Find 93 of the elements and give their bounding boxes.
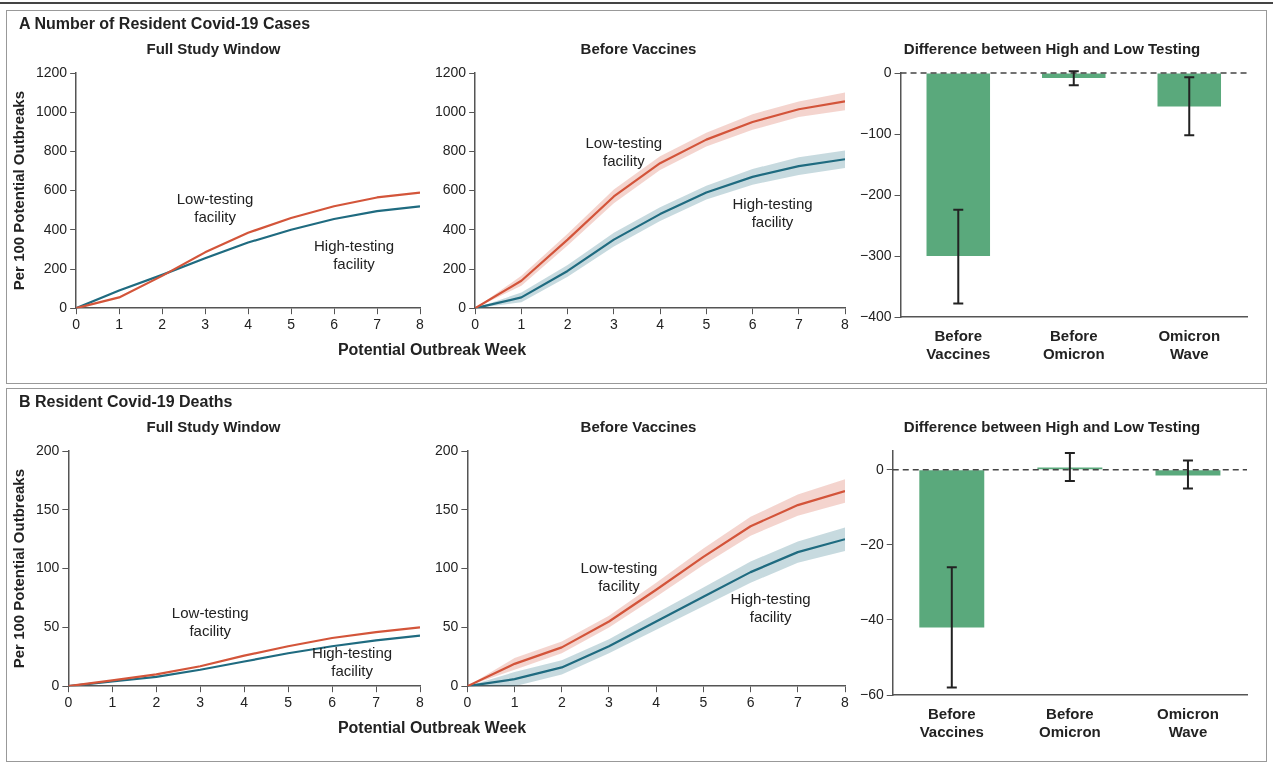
y-tick-label: 400 [43, 220, 68, 237]
y-tick-label: −300 [859, 246, 892, 263]
y-tick-label: 150 [36, 500, 60, 517]
y-tick-label: 50 [442, 618, 459, 635]
x-tick-label: Before Omicron [1039, 705, 1101, 741]
y-tick-label: 1200 [35, 63, 68, 80]
x-tick-label: 6 [330, 316, 339, 333]
x-tick-label: 6 [748, 316, 757, 333]
y-tick-label: 0 [883, 63, 892, 80]
x-tick-label: Omicron Wave [1158, 327, 1221, 363]
chart-title: Before Vaccines [580, 418, 697, 436]
y-tick-label: 0 [458, 299, 467, 316]
chart-title: Difference between High and Low Testing [903, 40, 1201, 58]
y-tick-label: −20 [860, 535, 884, 552]
x-tick-label: Omicron Wave [1157, 705, 1219, 741]
x-tick-label: 1 [517, 316, 526, 333]
x-tick-label: 5 [287, 316, 296, 333]
y-tick-label: 150 [435, 500, 459, 517]
chart-title: Before Vaccines [580, 40, 697, 58]
x-tick-label: 7 [793, 694, 802, 711]
chart-title: Full Study Window [146, 40, 281, 58]
series-label: Low-testing facility [171, 603, 249, 639]
y-tick-label: −40 [860, 610, 884, 627]
y-tick-label: 1200 [434, 63, 467, 80]
y-tick-label: 100 [435, 559, 459, 576]
x-tick-label: Before Omicron [1042, 327, 1105, 363]
y-tick-label: 600 [442, 181, 467, 198]
x-tick-label: 8 [416, 694, 425, 711]
y-axis-title: Per 100 Potential Outbreaks [10, 90, 28, 291]
text: B Resident Covid-19 Deaths [18, 392, 234, 412]
y-tick-label: 0 [450, 677, 459, 694]
series-label: Low-testing facility [585, 134, 663, 170]
x-tick-label: 4 [652, 694, 661, 711]
x-tick-label: 1 [510, 694, 519, 711]
x-tick-label: 7 [373, 316, 382, 333]
series-label: High-testing facility [730, 589, 811, 625]
x-tick-label: 8 [416, 316, 425, 333]
series-label: Low-testing facility [176, 189, 254, 225]
x-axis-title: Potential Outbreak Week [336, 719, 528, 737]
x-tick-label: 0 [471, 316, 480, 333]
y-tick-label: 50 [43, 618, 60, 635]
y-tick-label: −60 [860, 685, 884, 702]
y-tick-label: −100 [859, 124, 892, 141]
series-label: Low-testing facility [580, 559, 658, 595]
x-tick-label: 3 [609, 316, 618, 333]
x-tick-label: 7 [372, 694, 381, 711]
y-tick-label: 400 [442, 220, 467, 237]
x-tick-label: 5 [284, 694, 293, 711]
x-tick-label: 6 [328, 694, 337, 711]
x-tick-label: 4 [240, 694, 249, 711]
y-tick-label: 0 [51, 677, 60, 694]
x-tick-label: 8 [841, 694, 850, 711]
y-tick-label: 600 [43, 181, 68, 198]
chart-title: Full Study Window [146, 418, 281, 436]
x-tick-label: 6 [746, 694, 755, 711]
series-label: High-testing facility [314, 236, 395, 272]
x-tick-label: 5 [699, 694, 708, 711]
x-tick-label: 3 [605, 694, 614, 711]
y-tick-label: 200 [442, 259, 467, 276]
y-tick-label: 200 [36, 441, 60, 458]
x-tick-label: Before Vaccines [926, 327, 991, 363]
x-tick-label: 0 [72, 316, 81, 333]
y-tick-label: 100 [36, 559, 60, 576]
y-tick-label: 1000 [35, 103, 68, 120]
series-label: High-testing facility [732, 194, 813, 230]
y-tick-label: 0 [59, 299, 68, 316]
y-tick-label: 0 [875, 460, 884, 477]
y-tick-label: 800 [442, 142, 467, 159]
x-tick-label: 8 [841, 316, 850, 333]
x-tick-label: 3 [196, 694, 205, 711]
x-tick-label: 2 [557, 694, 566, 711]
x-tick-label: 3 [201, 316, 210, 333]
x-tick-label: 4 [244, 316, 253, 333]
x-tick-label: 1 [115, 316, 124, 333]
y-tick-label: −200 [859, 185, 892, 202]
series-label: High-testing facility [312, 643, 393, 679]
y-axis-title: Per 100 Potential Outbreaks [10, 468, 28, 669]
x-axis-title: Potential Outbreak Week [336, 341, 528, 359]
x-tick-label: 2 [563, 316, 572, 333]
y-tick-label: 1000 [434, 103, 467, 120]
y-tick-label: −400 [859, 307, 892, 324]
x-tick-label: 7 [794, 316, 803, 333]
x-tick-label: 1 [108, 694, 117, 711]
text: A Number of Resident Covid-19 Cases [18, 14, 312, 34]
chart-title: Difference between High and Low Testing [903, 418, 1201, 436]
x-tick-label: 5 [702, 316, 711, 333]
x-tick-label: 2 [158, 316, 167, 333]
y-tick-label: 200 [435, 441, 459, 458]
y-tick-label: 800 [43, 142, 68, 159]
y-tick-label: 200 [43, 259, 68, 276]
x-tick-label: Before Vaccines [919, 705, 984, 741]
x-tick-label: 4 [656, 316, 665, 333]
x-tick-label: 2 [152, 694, 161, 711]
